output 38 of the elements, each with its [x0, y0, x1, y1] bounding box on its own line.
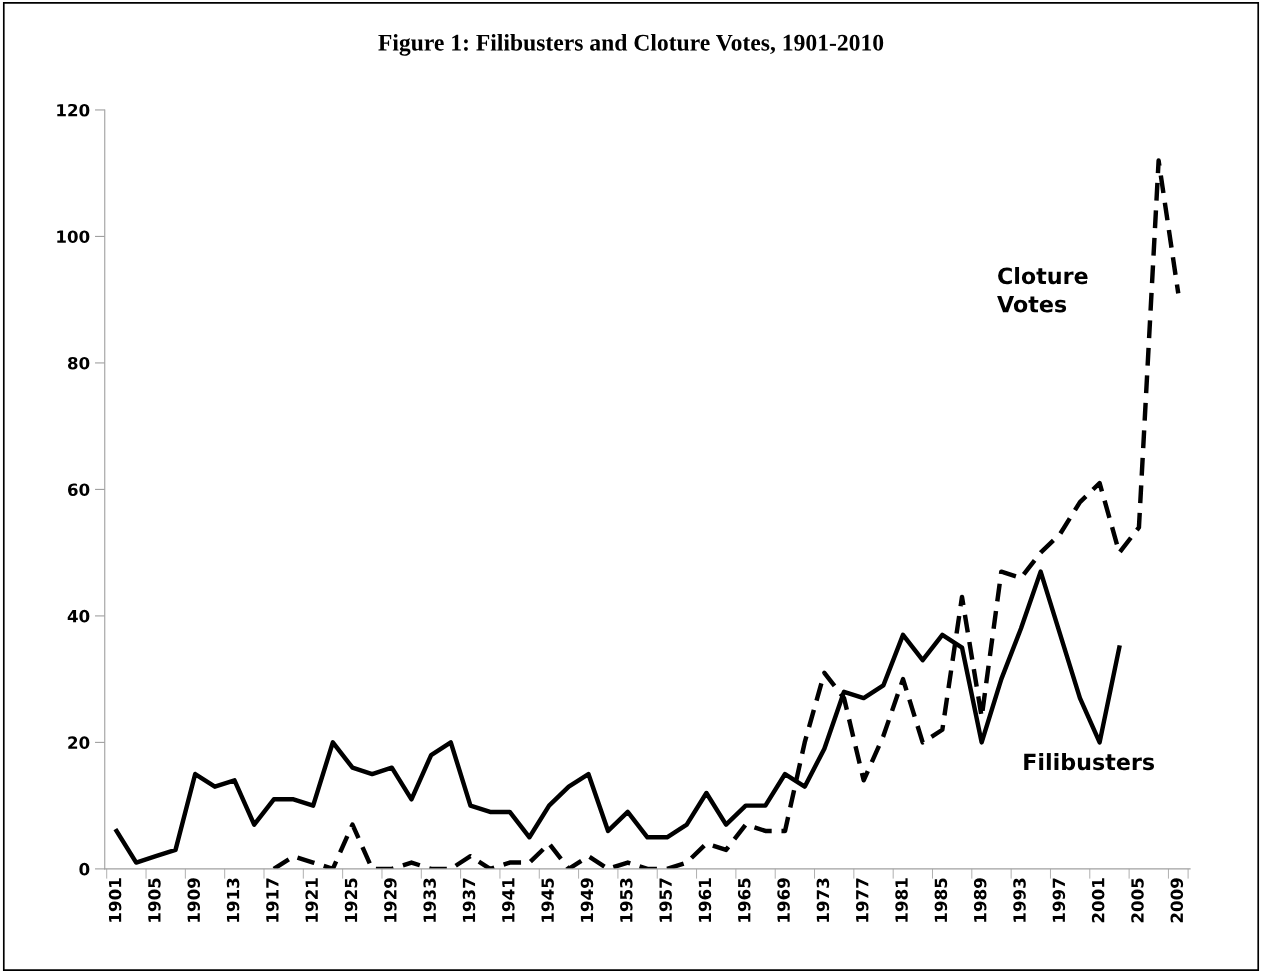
x-tick-label: 1989	[973, 878, 987, 922]
x-tick-label: 2005	[1131, 878, 1144, 923]
x-tick-label: 1933	[423, 878, 436, 922]
x-tick-label: 2001	[1091, 878, 1105, 923]
x-tick-label: 1985	[934, 878, 948, 922]
y-tick-label: 20	[68, 736, 90, 749]
y-tick-label: 120	[57, 103, 90, 117]
x-tick-label: 1921	[305, 878, 318, 922]
x-tick-label: 1965	[737, 878, 751, 922]
x-tick-label: 1973	[816, 878, 830, 922]
y-tick-label: 60	[68, 483, 90, 496]
x-tick-label: 1953	[619, 878, 633, 922]
x-tick-label: 1945	[541, 878, 554, 922]
x-tick-label: 2009	[1170, 878, 1184, 923]
x-tick-label: 1981	[895, 878, 908, 922]
y-tick-label: 100	[57, 230, 90, 244]
y-tick-label: 0	[79, 862, 90, 876]
x-tick-label: 1993	[1013, 878, 1026, 922]
x-tick-label: 1969	[777, 878, 790, 922]
chart-title: Figure 1: Filibusters and Cloture Votes, 1901-2010	[378, 34, 884, 56]
x-tick-label: 1909	[187, 878, 201, 922]
x-tick-label: 1941	[502, 878, 515, 922]
y-tick-label: 40	[67, 609, 90, 623]
annotation: Cloture Votes	[997, 267, 1088, 313]
x-tick-label: 1905	[148, 878, 161, 922]
y-tick-label: 80	[67, 356, 90, 370]
x-tick-label: 1977	[855, 878, 869, 922]
x-tick-label: 1949	[580, 878, 594, 922]
x-tick-label: 1961	[698, 878, 712, 922]
x-tick-label: 1901	[108, 878, 122, 922]
x-tick-label: 1929	[384, 878, 397, 922]
annotation: Filibusters	[1024, 753, 1155, 771]
x-tick-label: 1937	[462, 878, 476, 922]
x-tick-label: 1913	[226, 878, 240, 922]
x-tick-label: 1925	[344, 878, 358, 922]
x-tick-label: 1957	[659, 878, 672, 922]
x-tick-label: 1917	[266, 878, 279, 922]
x-tick-label: 1997	[1052, 878, 1066, 922]
